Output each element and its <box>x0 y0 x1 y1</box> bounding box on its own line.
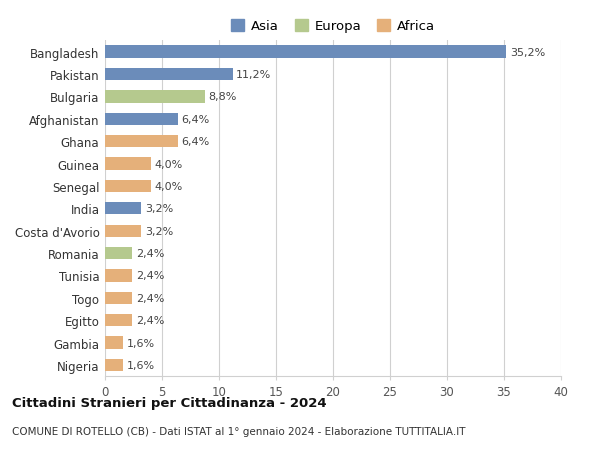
Text: 1,6%: 1,6% <box>127 360 155 370</box>
Bar <box>105 69 233 81</box>
Bar <box>105 247 133 260</box>
Bar <box>105 158 151 170</box>
Bar <box>105 337 123 349</box>
Text: 2,4%: 2,4% <box>136 315 164 325</box>
Bar <box>105 225 142 237</box>
Text: 11,2%: 11,2% <box>236 70 271 80</box>
Text: 4,0%: 4,0% <box>154 159 182 169</box>
Text: 1,6%: 1,6% <box>127 338 155 348</box>
Text: 6,4%: 6,4% <box>181 137 209 147</box>
Bar <box>105 359 123 371</box>
Bar <box>105 113 178 126</box>
Text: 2,4%: 2,4% <box>136 248 164 258</box>
Text: 3,2%: 3,2% <box>145 204 173 214</box>
Bar <box>105 136 178 148</box>
Legend: Asia, Europa, Africa: Asia, Europa, Africa <box>226 14 440 38</box>
Text: 35,2%: 35,2% <box>510 47 545 57</box>
Bar <box>105 180 151 193</box>
Text: 4,0%: 4,0% <box>154 181 182 191</box>
Bar <box>105 314 133 327</box>
Bar <box>105 270 133 282</box>
Text: 8,8%: 8,8% <box>209 92 237 102</box>
Bar <box>105 91 205 103</box>
Text: 6,4%: 6,4% <box>181 114 209 124</box>
Text: Cittadini Stranieri per Cittadinanza - 2024: Cittadini Stranieri per Cittadinanza - 2… <box>12 396 326 409</box>
Text: COMUNE DI ROTELLO (CB) - Dati ISTAT al 1° gennaio 2024 - Elaborazione TUTTITALIA: COMUNE DI ROTELLO (CB) - Dati ISTAT al 1… <box>12 426 466 436</box>
Text: 2,4%: 2,4% <box>136 271 164 281</box>
Text: 2,4%: 2,4% <box>136 293 164 303</box>
Bar <box>105 292 133 304</box>
Bar <box>105 203 142 215</box>
Text: 3,2%: 3,2% <box>145 226 173 236</box>
Bar <box>105 46 506 59</box>
